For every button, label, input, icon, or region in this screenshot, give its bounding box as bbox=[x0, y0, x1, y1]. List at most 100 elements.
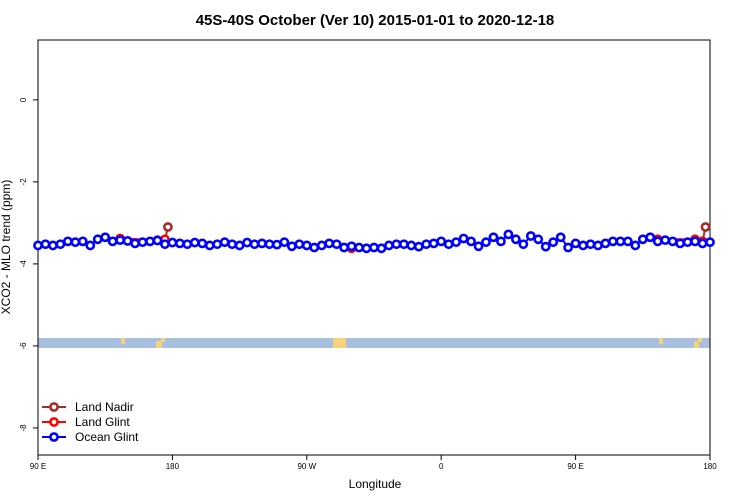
data-point bbox=[384, 240, 394, 251]
data-point bbox=[212, 239, 223, 250]
data-point bbox=[585, 239, 596, 250]
data-point bbox=[167, 237, 178, 248]
data-point bbox=[548, 237, 559, 248]
y-tick-label: -4 bbox=[19, 260, 28, 268]
data-point bbox=[510, 234, 521, 245]
data-point bbox=[234, 240, 245, 251]
data-point bbox=[77, 236, 88, 247]
legend-marker bbox=[49, 402, 59, 412]
data-point bbox=[660, 235, 671, 246]
data-point bbox=[152, 235, 163, 246]
data-point bbox=[249, 239, 260, 250]
y-tick-label: -2 bbox=[19, 178, 28, 186]
data-point bbox=[197, 238, 208, 249]
data-point bbox=[219, 237, 230, 248]
legend-label: Ocean Glint bbox=[75, 430, 139, 444]
data-point bbox=[354, 242, 364, 253]
data-point bbox=[174, 238, 185, 249]
data-point bbox=[518, 239, 529, 250]
data-point bbox=[533, 234, 544, 245]
data-point bbox=[466, 236, 476, 247]
data-point bbox=[593, 240, 603, 251]
data-point bbox=[451, 237, 462, 248]
data-point bbox=[55, 239, 66, 250]
data-point bbox=[700, 222, 711, 232]
data-point bbox=[637, 234, 648, 245]
data-point bbox=[100, 232, 111, 243]
data-point bbox=[204, 240, 215, 251]
chart-title: 45S-40S October (Ver 10) 2015-01-01 to 2… bbox=[196, 12, 555, 29]
data-point bbox=[137, 237, 148, 248]
data-point bbox=[376, 243, 387, 254]
data-point bbox=[272, 239, 282, 250]
data-point bbox=[697, 238, 708, 249]
data-point bbox=[242, 237, 252, 248]
x-tick-label: 90 E bbox=[30, 462, 46, 471]
data-point bbox=[570, 238, 581, 249]
data-point bbox=[85, 240, 96, 251]
x-tick-label: 0 bbox=[439, 462, 444, 471]
data-point bbox=[309, 242, 320, 253]
data-point bbox=[160, 239, 170, 250]
data-point bbox=[189, 237, 200, 248]
data-point bbox=[70, 237, 81, 248]
data-point bbox=[62, 236, 73, 247]
data-point bbox=[705, 237, 715, 248]
legend-marker bbox=[49, 417, 59, 427]
data-point bbox=[421, 239, 432, 250]
data-point bbox=[324, 238, 335, 249]
data-point bbox=[316, 240, 327, 251]
data-point bbox=[645, 232, 656, 243]
x-tick-label: 180 bbox=[166, 462, 180, 471]
x-tick-label: 90 E bbox=[567, 462, 583, 471]
y-axis-label: XCO2 - MLO trend (ppm) bbox=[0, 180, 13, 315]
data-point bbox=[608, 236, 618, 247]
x-tick-label: 90 W bbox=[297, 462, 316, 471]
data-point bbox=[690, 236, 700, 247]
data-point bbox=[294, 239, 305, 250]
data-point bbox=[473, 241, 484, 252]
data-point bbox=[122, 236, 133, 246]
data-point bbox=[301, 240, 312, 251]
data-point bbox=[652, 236, 663, 247]
data-point bbox=[264, 239, 275, 250]
data-point bbox=[406, 240, 417, 251]
data-point bbox=[436, 236, 447, 247]
data-point bbox=[413, 241, 424, 252]
data-point bbox=[361, 243, 372, 254]
x-tick-label: 180 bbox=[703, 462, 717, 471]
data-point bbox=[458, 233, 469, 244]
data-point bbox=[578, 240, 588, 251]
legend-marker bbox=[49, 432, 59, 442]
y-tick-label: 0 bbox=[19, 97, 28, 102]
data-point bbox=[675, 238, 686, 249]
data-point bbox=[600, 238, 611, 249]
data-point bbox=[481, 237, 491, 248]
data-point bbox=[182, 239, 193, 250]
data-point bbox=[398, 239, 409, 250]
data-point bbox=[525, 231, 536, 241]
data-point bbox=[488, 232, 499, 243]
data-point bbox=[257, 238, 267, 249]
y-tick-label: -6 bbox=[19, 342, 28, 350]
data-point bbox=[331, 239, 342, 250]
data-point bbox=[496, 236, 506, 247]
data-point bbox=[33, 240, 43, 251]
data-point bbox=[615, 236, 626, 247]
data-point bbox=[145, 236, 155, 247]
data-point bbox=[428, 238, 439, 249]
legend-label: Land Nadir bbox=[75, 400, 134, 414]
data-point bbox=[92, 234, 103, 245]
data-point bbox=[163, 222, 173, 232]
surface-strip bbox=[38, 338, 710, 348]
data-point bbox=[339, 242, 350, 253]
data-point bbox=[107, 236, 118, 247]
data-point bbox=[130, 238, 140, 249]
x-axis-label: Longitude bbox=[349, 477, 402, 491]
data-point bbox=[115, 235, 126, 246]
data-point bbox=[667, 236, 678, 247]
data-point bbox=[48, 240, 58, 251]
data-point bbox=[279, 237, 290, 248]
y-tick-label: -8 bbox=[19, 424, 28, 432]
